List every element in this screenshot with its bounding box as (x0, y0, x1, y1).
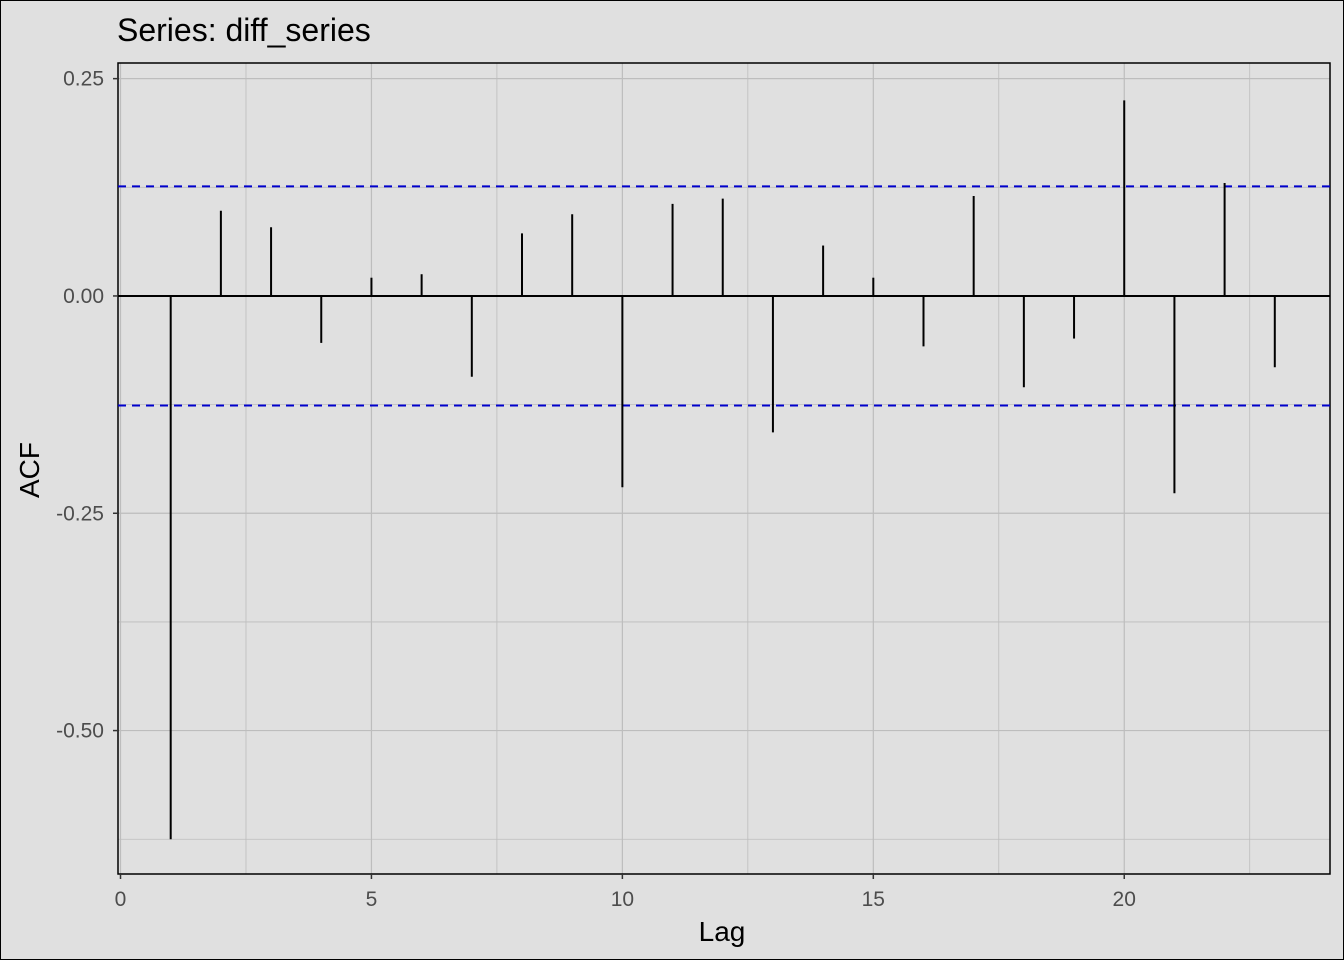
y-tick-label: -0.25 (56, 502, 104, 525)
x-tick-label: 5 (366, 888, 378, 911)
plot-panel (118, 63, 1330, 874)
y-axis-title: ACF (14, 442, 45, 498)
plot-area: 0.25 0.00 -0.25 -0.50 0 5 10 15 20 (56, 62, 1331, 911)
x-axis-title: Lag (699, 916, 746, 947)
x-tick-label: 10 (611, 888, 634, 911)
x-tick-label: 0 (115, 888, 127, 911)
x-tick-label: 20 (1113, 888, 1136, 911)
y-tick-label: 0.00 (63, 285, 104, 308)
chart-title: Series: diff_series (117, 12, 371, 48)
y-tick-label: -0.50 (56, 720, 104, 743)
x-tick-label: 15 (862, 888, 885, 911)
plot-border (117, 62, 1331, 875)
y-tick-label: 0.25 (63, 68, 104, 91)
